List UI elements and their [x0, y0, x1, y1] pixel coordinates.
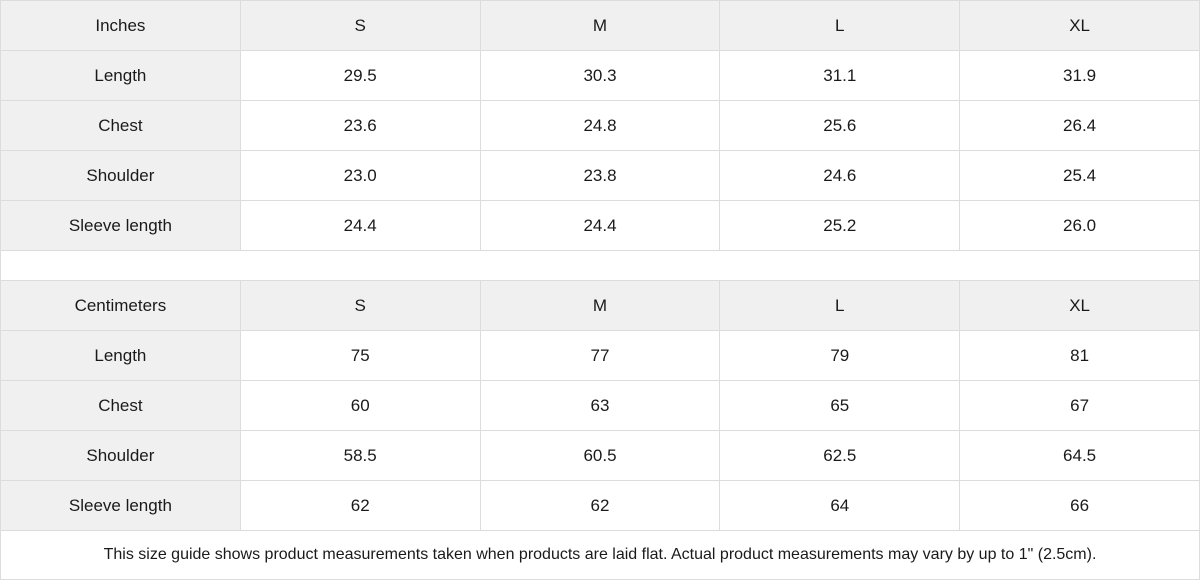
measurement-cell: 23.8: [479, 150, 721, 201]
measurement-label: Chest: [0, 380, 241, 431]
unit-header: Inches: [0, 0, 241, 51]
measurement-label: Length: [0, 330, 241, 381]
measurement-cell: 79: [719, 330, 961, 381]
size-header: S: [239, 280, 481, 331]
size-header: XL: [959, 0, 1200, 51]
measurement-cell: 75: [239, 330, 481, 381]
table-row: Sleeve length 62 62 64 66: [0, 480, 1200, 531]
table-row: Chest 60 63 65 67: [0, 380, 1200, 431]
measurement-cell: 64.5: [959, 430, 1200, 481]
measurement-cell: 62.5: [719, 430, 961, 481]
size-header: L: [719, 0, 961, 51]
measurement-cell: 58.5: [239, 430, 481, 481]
measurement-cell: 77: [479, 330, 721, 381]
table-row: Length 29.5 30.3 31.1 31.9: [0, 50, 1200, 101]
measurement-cell: 63: [479, 380, 721, 431]
measurement-cell: 62: [239, 480, 481, 531]
measurement-cell: 29.5: [239, 50, 481, 101]
note-row: This size guide shows product measuremen…: [0, 530, 1200, 580]
size-header: S: [239, 0, 481, 51]
size-header: M: [479, 0, 721, 51]
measurement-label: Sleeve length: [0, 480, 241, 531]
measurement-cell: 24.4: [239, 200, 481, 251]
measurement-label: Chest: [0, 100, 241, 151]
measurement-cell: 24.4: [479, 200, 721, 251]
measurement-cell: 81: [959, 330, 1200, 381]
measurement-cell: 30.3: [479, 50, 721, 101]
measurement-cell: 23.6: [239, 100, 481, 151]
measurement-cell: 25.4: [959, 150, 1200, 201]
unit-header: Centimeters: [0, 280, 241, 331]
measurement-cell: 24.6: [719, 150, 961, 201]
table-row: Chest 23.6 24.8 25.6 26.4: [0, 100, 1200, 151]
measurement-cell: 26.0: [959, 200, 1200, 251]
measurement-label: Length: [0, 50, 241, 101]
measurement-cell: 62: [479, 480, 721, 531]
measurement-label: Shoulder: [0, 430, 241, 481]
measurement-cell: 25.2: [719, 200, 961, 251]
measurement-cell: 24.8: [479, 100, 721, 151]
measurement-cell: 60.5: [479, 430, 721, 481]
measurement-cell: 64: [719, 480, 961, 531]
measurement-cell: 26.4: [959, 100, 1200, 151]
spacer-row: [0, 250, 1200, 281]
size-header: M: [479, 280, 721, 331]
measurement-cell: 67: [959, 380, 1200, 431]
inches-header-row: Inches S M L XL: [0, 0, 1200, 51]
measurement-cell: 23.0: [239, 150, 481, 201]
measurement-cell: 31.9: [959, 50, 1200, 101]
measurement-cell: 31.1: [719, 50, 961, 101]
size-header: L: [719, 280, 961, 331]
table-row: Sleeve length 24.4 24.4 25.2 26.0: [0, 200, 1200, 251]
measurement-cell: 25.6: [719, 100, 961, 151]
size-guide-note: This size guide shows product measuremen…: [0, 530, 1200, 580]
measurement-cell: 60: [239, 380, 481, 431]
measurement-cell: 66: [959, 480, 1200, 531]
measurement-cell: 65: [719, 380, 961, 431]
centimeters-header-row: Centimeters S M L XL: [0, 280, 1200, 331]
measurement-label: Sleeve length: [0, 200, 241, 251]
spacer: [0, 250, 1200, 281]
size-header: XL: [959, 280, 1200, 331]
measurement-label: Shoulder: [0, 150, 241, 201]
table-row: Length 75 77 79 81: [0, 330, 1200, 381]
table-row: Shoulder 23.0 23.8 24.6 25.4: [0, 150, 1200, 201]
table-row: Shoulder 58.5 60.5 62.5 64.5: [0, 430, 1200, 481]
